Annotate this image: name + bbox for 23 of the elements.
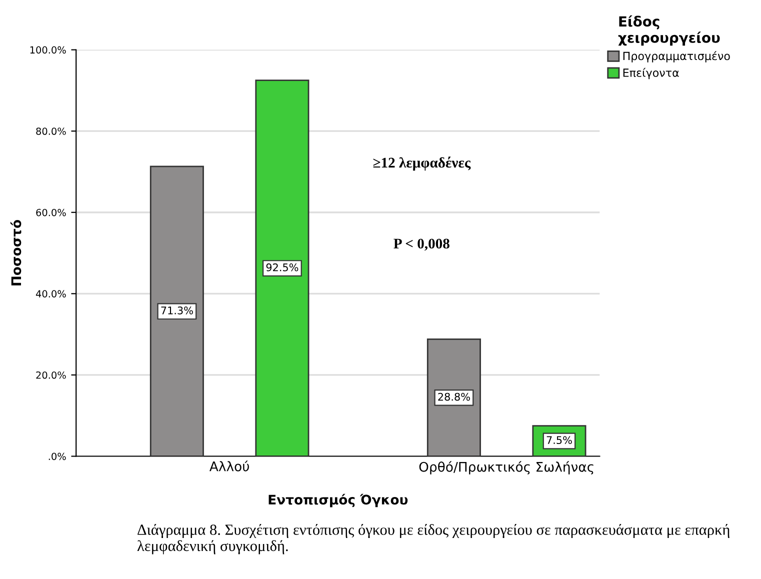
x-tick-label: Αλλού [209,460,249,472]
bar [255,80,310,456]
legend-label: Επείγοντα [623,68,679,80]
y-tick-label: 60.0% [36,208,66,216]
text: Διάγραμμα 8. Συσχέτιση εντόπισης όγκου με είδος χειρουργείου σε παρασκευάσματα με επαρκή λεμφαδενική συγκομιδή. [137,524,730,554]
legend-label: Προγραμματισμένο [623,51,730,62]
data-label: 28.8% [438,392,470,401]
y-tick-label: 100.0% [30,46,66,54]
bar [426,338,481,456]
y-axis-title: Ποσοστό [10,220,22,286]
annotation: ≥12 λεμφαδένες [373,156,471,171]
y-tick-label: 80.0% [36,128,66,135]
x-tick-label: Ορθό/Πρωκτικός Σωλήνας [419,461,594,474]
legend-title: Είδος χειρουργείου [618,15,720,46]
y-tick-label: 20.0% [36,371,66,379]
data-label: 7.5% [546,436,572,444]
data-label: 92.5% [266,263,298,272]
data-label: 71.3% [161,306,193,314]
x-axis-title: Εντοπισμός Όγκου [268,494,408,508]
annotation: P < 0,008 [394,238,450,251]
y-tick-label: .0% [48,452,66,460]
y-tick-label: 40.0% [36,290,66,298]
bar [150,166,204,456]
